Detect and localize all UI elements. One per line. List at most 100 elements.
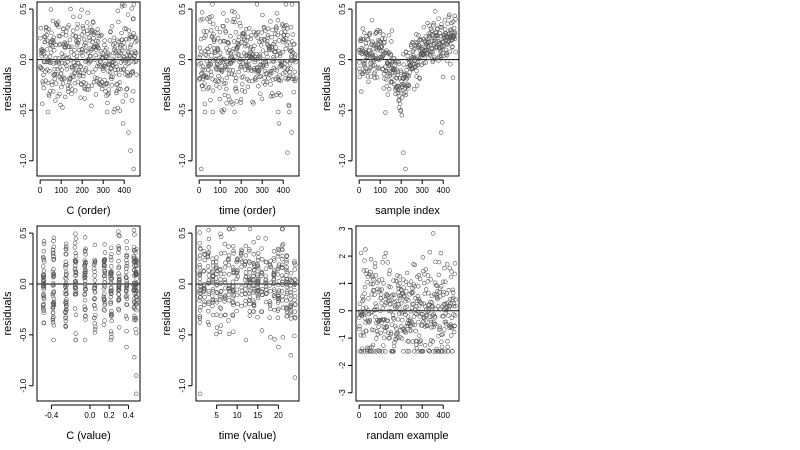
data-point <box>255 293 261 299</box>
x-tick-label: 200 <box>235 186 249 195</box>
data-point <box>263 259 268 265</box>
data-point <box>283 294 289 300</box>
data-point <box>381 52 386 58</box>
data-point <box>243 274 249 280</box>
y-tick-label: 0 <box>338 308 347 313</box>
data-point <box>438 49 443 54</box>
data-point <box>67 44 72 50</box>
data-point <box>287 48 293 54</box>
data-point <box>263 236 268 241</box>
data-point <box>102 242 107 247</box>
data-point <box>276 306 281 312</box>
data-point <box>219 66 224 72</box>
data-point <box>41 307 46 312</box>
data-point <box>439 25 444 30</box>
data-point <box>115 38 120 43</box>
data-point <box>50 269 56 275</box>
data-point <box>238 100 243 105</box>
data-point <box>268 289 273 294</box>
data-point <box>369 17 375 23</box>
y-tick-label: 1 <box>338 281 347 286</box>
data-point <box>265 32 271 38</box>
data-point <box>425 20 430 26</box>
data-point <box>387 335 392 341</box>
data-point <box>210 312 216 318</box>
data-point <box>124 328 129 334</box>
data-point <box>272 295 278 300</box>
data-point <box>120 99 125 104</box>
data-point <box>428 42 433 48</box>
data-point <box>71 14 76 19</box>
data-point <box>284 307 289 312</box>
data-point <box>91 79 97 85</box>
data-point <box>218 293 223 298</box>
data-point <box>445 349 451 354</box>
data-point <box>444 53 450 58</box>
data-point <box>365 74 370 79</box>
data-point <box>272 337 277 342</box>
data-point <box>287 277 293 283</box>
data-point <box>410 41 415 46</box>
data-point <box>51 35 57 40</box>
data-point <box>133 288 139 293</box>
data-point <box>116 283 122 288</box>
data-point <box>207 57 212 62</box>
data-point <box>64 29 69 34</box>
data-point <box>404 304 410 310</box>
data-point <box>255 271 260 277</box>
data-point <box>270 91 275 96</box>
data-point <box>438 284 444 289</box>
data-point <box>382 36 388 42</box>
data-point <box>453 303 458 309</box>
data-point <box>63 269 69 275</box>
data-point <box>272 56 277 62</box>
data-point <box>451 329 457 335</box>
data-point <box>396 311 402 316</box>
data-point <box>224 75 230 81</box>
data-point <box>381 86 386 91</box>
data-point <box>206 268 211 273</box>
data-point <box>391 349 396 354</box>
data-point <box>395 273 400 278</box>
y-tick-label: -0.5 <box>19 103 28 117</box>
data-point <box>226 257 231 263</box>
data-point <box>132 316 137 321</box>
data-point <box>214 271 219 277</box>
data-point <box>232 9 237 15</box>
data-point <box>90 27 95 33</box>
data-point <box>420 323 425 328</box>
data-point <box>227 272 232 277</box>
plot-frame <box>195 225 300 402</box>
data-point <box>372 307 377 313</box>
data-point <box>79 50 85 55</box>
data-point <box>258 91 263 96</box>
data-point <box>372 260 378 266</box>
data-point <box>452 36 458 41</box>
data-point <box>219 288 224 294</box>
data-point <box>231 270 236 276</box>
data-point <box>108 337 114 343</box>
data-point <box>403 330 409 335</box>
data-point <box>451 303 456 309</box>
data-point <box>232 54 238 59</box>
data-point <box>89 48 94 53</box>
data-point <box>223 30 229 35</box>
data-point <box>131 16 136 21</box>
data-point <box>197 391 203 397</box>
data-point <box>197 320 203 325</box>
data-point <box>384 77 389 82</box>
data-point <box>123 275 129 280</box>
data-point <box>414 32 419 37</box>
data-point <box>274 68 280 73</box>
x-axis-label: time (order) <box>219 205 276 217</box>
data-point <box>413 39 418 45</box>
data-point <box>368 281 374 287</box>
data-point <box>411 282 417 287</box>
data-point <box>199 49 204 55</box>
data-point <box>64 40 69 46</box>
data-point <box>374 75 380 80</box>
data-point <box>42 39 48 44</box>
data-point <box>412 306 418 312</box>
data-point <box>63 259 69 265</box>
data-point <box>276 262 282 267</box>
